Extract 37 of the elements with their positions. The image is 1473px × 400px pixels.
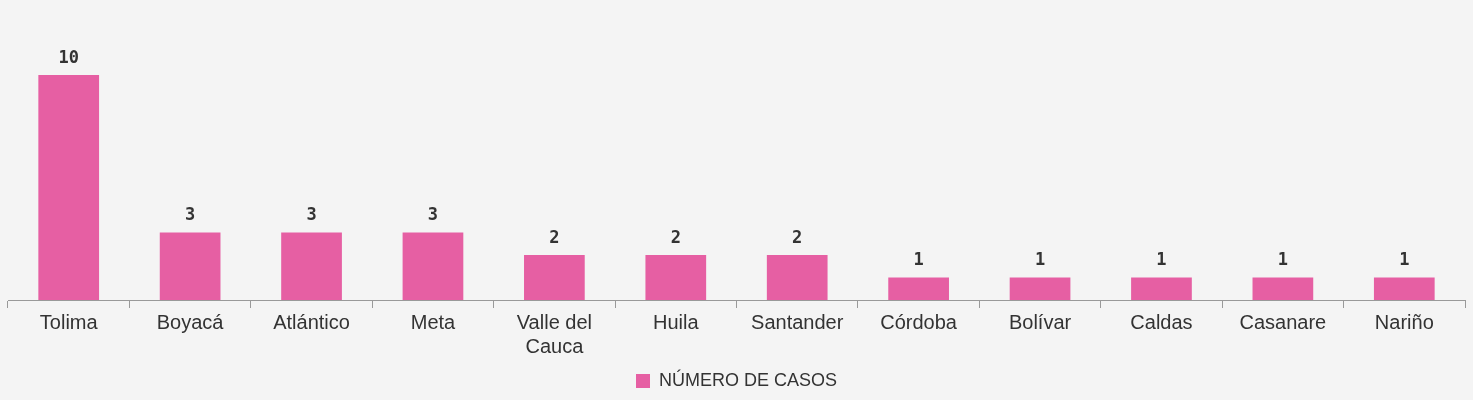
x-tick-label: Nariño [1374,310,1434,333]
bar [159,232,221,300]
x-tick-label: Caldas [1130,310,1193,333]
x-tick-label: Meta [410,310,457,333]
x-tick-label: Casanare [1239,310,1327,333]
bar [281,232,342,300]
data-label: 1 [1034,249,1046,270]
data-label: 2 [549,226,560,247]
x-tick-label: Huila [653,310,700,333]
bar [1131,277,1192,300]
data-label: 1 [1399,249,1410,270]
bar [645,255,707,300]
bar [888,277,949,300]
data-label: 1 [1156,249,1167,270]
legend-label: NÚMERO DE CASOS [658,368,838,390]
data-label: 3 [306,204,317,225]
bar [1373,277,1435,300]
bar [524,255,585,300]
x-tick-label: Bolívar [1008,310,1072,333]
bar [766,255,828,300]
bar [402,232,464,300]
data-label: 1 [913,249,924,270]
x-tick-label: Santander [751,310,844,333]
data-label: 3 [427,204,439,225]
bar [1009,277,1071,300]
x-tick-label: Córdoba [880,310,958,333]
data-label: 1 [1277,249,1288,270]
x-tick-label: Tolima [39,310,99,333]
x-tick-label: Valle del Cauca [516,310,592,357]
data-label: 2 [670,226,681,247]
data-label: 2 [792,226,803,247]
x-tick-label: Atlántico [273,310,350,333]
data-label: 3 [185,204,196,225]
data-label: 10 [58,46,79,67]
bar [1252,277,1314,300]
bar [38,75,100,300]
x-tick-label: Boyacá [156,310,225,333]
